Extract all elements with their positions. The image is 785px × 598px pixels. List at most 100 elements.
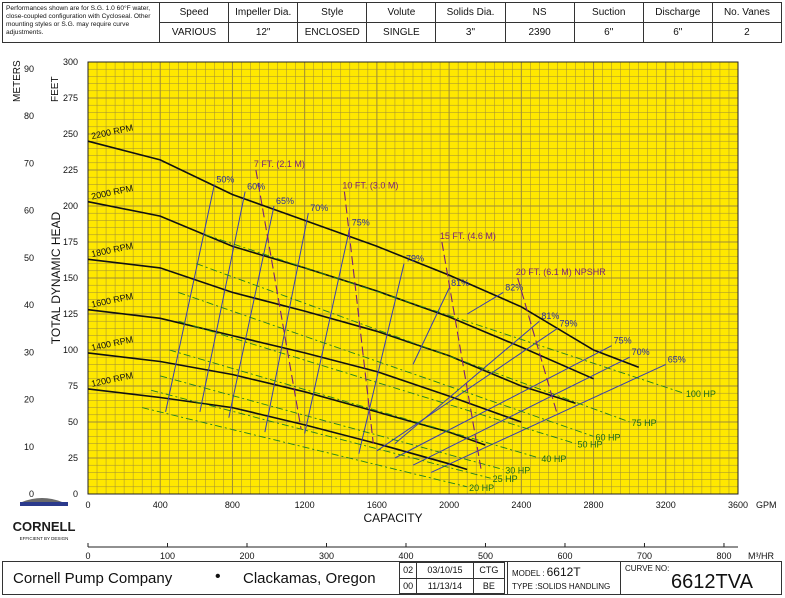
- x-tick-label: 0: [85, 500, 90, 510]
- meter-tick-label: 10: [24, 442, 34, 452]
- logo-mark: [22, 498, 62, 502]
- x-tick-label: 400: [153, 500, 168, 510]
- efficiency-curve: [199, 191, 246, 413]
- speed-curve: [87, 140, 639, 369]
- header-val: ENCLOSED: [297, 22, 368, 43]
- header-val: VARIOUS: [158, 22, 230, 43]
- horsepower-label: 30 HP: [505, 466, 530, 476]
- curve-number-box: CURVE NO: 6612TVA: [621, 562, 781, 594]
- npshr-label: 20 FT. (6.1 M) NPSHR: [516, 267, 607, 277]
- x-tick-label: 3600: [728, 500, 748, 510]
- efficiency-label: 65%: [668, 354, 686, 364]
- rev-cell: 00: [398, 577, 418, 594]
- horsepower-line: [178, 320, 576, 445]
- horsepower-label: 25 HP: [493, 474, 518, 484]
- horsepower-label: 100 HP: [686, 389, 716, 399]
- type-label: TYPE :SOLIDS HANDLING: [512, 582, 611, 591]
- x-tick-label: 2000: [439, 500, 459, 510]
- efficiency-label: 60%: [247, 182, 265, 192]
- horsepower-line: [160, 375, 504, 470]
- header-col: Style: [297, 2, 368, 23]
- y-tick-label: 125: [63, 309, 78, 319]
- model-label: MODEL :: [512, 569, 545, 578]
- efficiency-label: 70%: [632, 347, 650, 357]
- horsepower-line: [142, 407, 468, 488]
- efficiency-label: 75%: [614, 336, 632, 346]
- efficiency-curve: [264, 213, 309, 433]
- spec-header: Performances shown are for S.G. 1.0 60°F…: [2, 2, 783, 43]
- meter-tick-label: 60: [24, 206, 34, 216]
- rev-cell: 03/10/15: [416, 562, 474, 579]
- curve-label: CURVE NO:: [625, 564, 670, 573]
- horsepower-label: 20 HP: [469, 483, 494, 493]
- efficiency-label: 79%: [406, 254, 424, 264]
- rev-cell: 02: [398, 562, 418, 579]
- speed-curve: [87, 200, 594, 380]
- meter-tick-label: 40: [24, 300, 34, 310]
- rev-cell: BE: [472, 577, 506, 594]
- y-tick-label: 75: [68, 381, 78, 391]
- header-col: Impeller Dia.: [228, 2, 299, 23]
- y-tick-label: 100: [63, 345, 78, 355]
- efficiency-label: 82%: [505, 282, 523, 292]
- horsepower-line: [151, 389, 491, 479]
- meter-tick-label: 30: [24, 347, 34, 357]
- model-box: MODEL :6612T TYPE :SOLIDS HANDLING: [507, 562, 621, 594]
- m3hr-tick-label: 500: [478, 551, 493, 561]
- x-unit-label: GPM: [756, 500, 777, 510]
- npshr-line: [343, 191, 374, 444]
- header-val: 2390: [504, 22, 575, 43]
- x-tick-label: 1600: [367, 500, 387, 510]
- efficiency-label: 79%: [559, 318, 577, 328]
- company-name: Cornell Pump Company: [13, 570, 173, 587]
- logo-bar: [20, 502, 68, 506]
- header-col: Suction: [573, 2, 644, 23]
- horsepower-line: [169, 349, 540, 459]
- horsepower-label: 40 HP: [541, 454, 566, 464]
- header-col: Volute: [366, 2, 437, 23]
- horsepower-line: [205, 234, 684, 394]
- plot-border: [87, 61, 739, 495]
- rev-cell: CTG: [472, 562, 506, 579]
- header-col: Speed: [158, 2, 230, 23]
- efficiency-curve: [394, 345, 612, 459]
- model-value: 6612T: [546, 565, 581, 579]
- horsepower-label: 60 HP: [596, 432, 621, 442]
- header-val: 3": [435, 22, 506, 43]
- y-tick-label: 150: [63, 273, 78, 283]
- m3hr-tick-label: 200: [239, 551, 254, 561]
- m3hr-tick-label: 800: [716, 551, 731, 561]
- header-val: 6": [573, 22, 644, 43]
- y-tick-label: 275: [63, 93, 78, 103]
- m3hr-unit-label: M³/HR: [748, 551, 774, 561]
- efficiency-label: 75%: [352, 218, 370, 228]
- y-axis-title: TOTAL DYNAMIC HEAD: [49, 211, 63, 344]
- efficiency-curve: [466, 291, 504, 315]
- meter-tick-label: 90: [24, 64, 34, 74]
- y-tick-label: 200: [63, 201, 78, 211]
- y-tick-label: 300: [63, 57, 78, 67]
- m3hr-tick-label: 0: [85, 551, 90, 561]
- meter-tick-label: 20: [24, 395, 34, 405]
- curve-number: 6612TVA: [671, 571, 753, 593]
- npshr-line: [255, 169, 302, 430]
- separator: •: [215, 568, 221, 585]
- efficiency-label: 50%: [216, 174, 234, 184]
- y-tick-label: 225: [63, 165, 78, 175]
- company-city: Clackamas, Oregon: [243, 570, 376, 587]
- horsepower-line: [178, 291, 594, 437]
- header-val: SINGLE: [366, 22, 437, 43]
- efficiency-curve: [358, 263, 405, 454]
- npshr-label: 15 FT. (4.6 M): [440, 231, 496, 241]
- y-tick-label: 0: [73, 489, 78, 499]
- logo-tagline: EFFICIENT BY DESIGN: [20, 536, 69, 541]
- efficiency-curve: [165, 184, 215, 413]
- y-tick-label: 25: [68, 453, 78, 463]
- footer: Cornell Pump Company • Clackamas, Oregon…: [2, 561, 782, 595]
- efficiency-label: 81%: [451, 278, 469, 288]
- meter-tick-label: 80: [24, 111, 34, 121]
- horsepower-label: 50 HP: [578, 440, 603, 450]
- npshr-label: 10 FT. (3.0 M): [342, 181, 398, 191]
- speed-curve: [87, 258, 576, 405]
